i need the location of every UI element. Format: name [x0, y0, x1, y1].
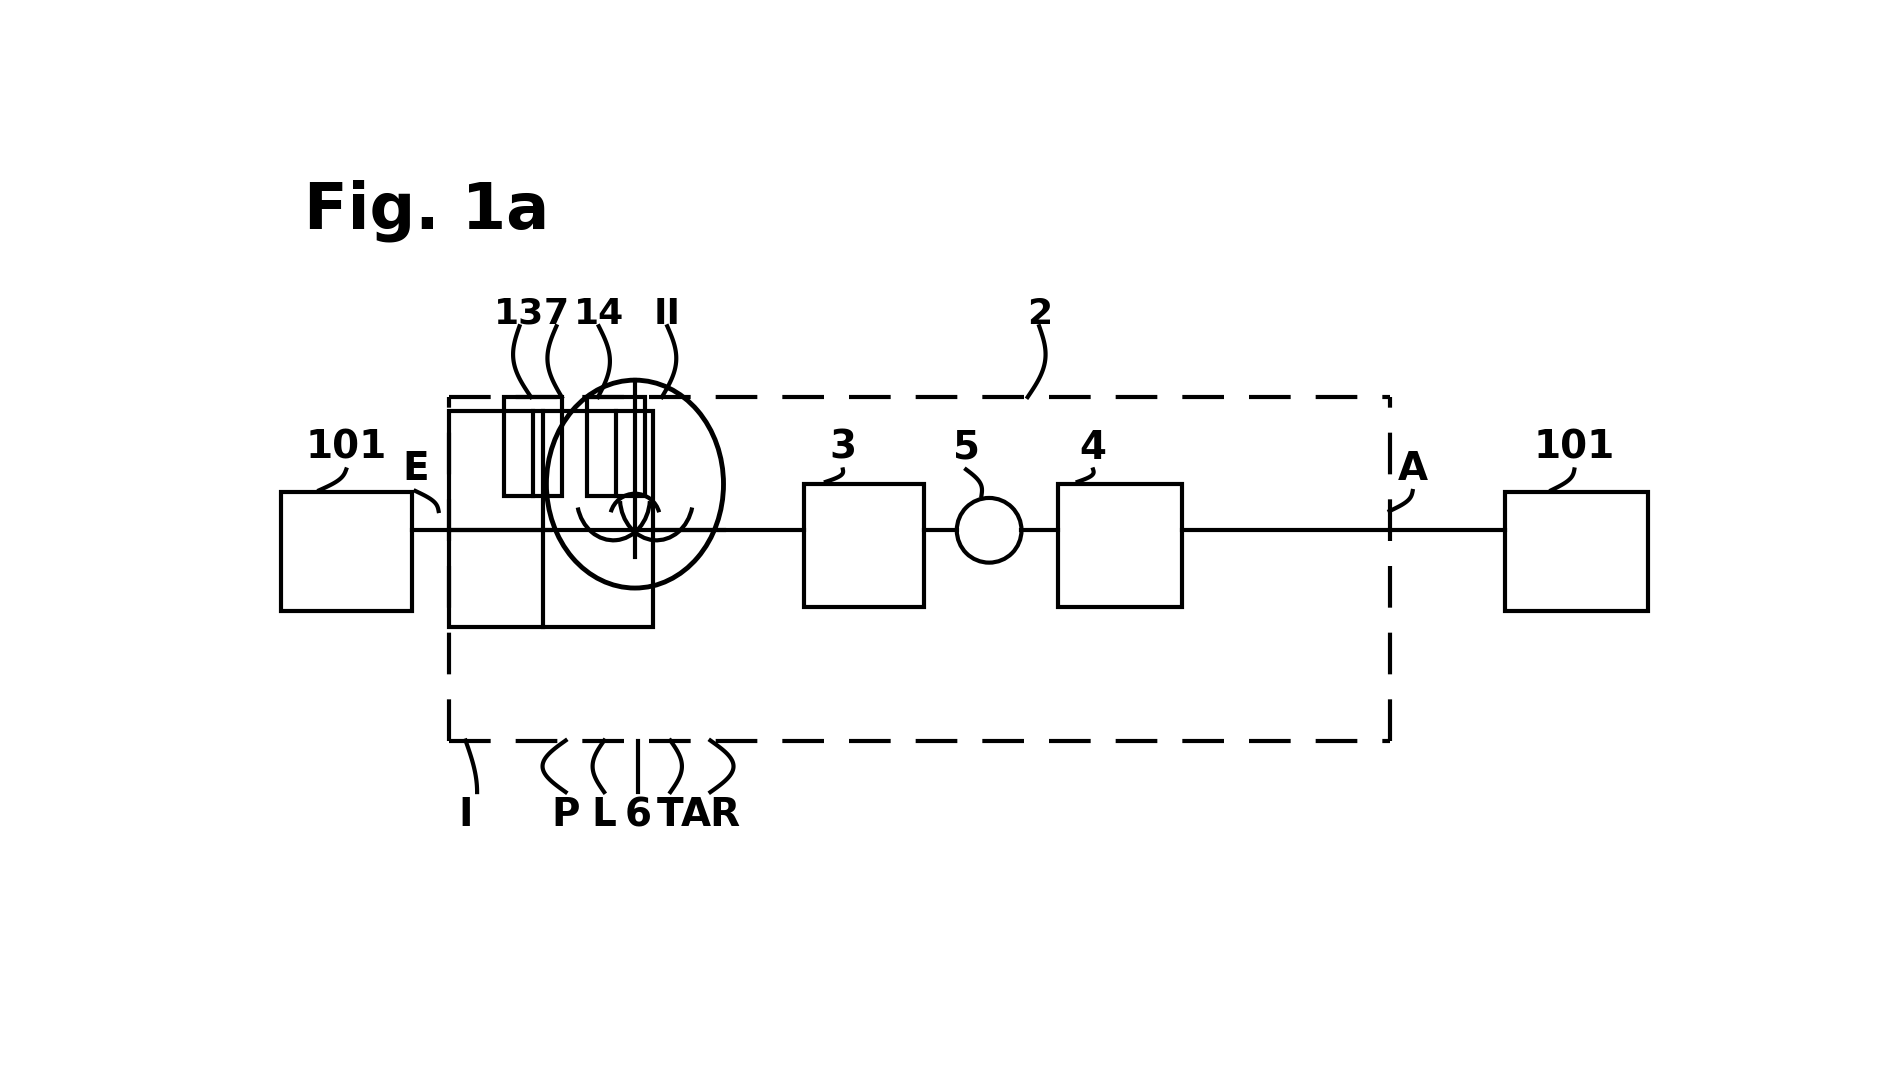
Text: 5: 5 — [952, 429, 980, 467]
Bar — [804, 484, 923, 607]
Text: 101: 101 — [306, 429, 388, 467]
Text: 6: 6 — [625, 796, 652, 834]
Text: P: P — [551, 796, 580, 834]
Text: L: L — [591, 796, 618, 834]
Bar — [1058, 484, 1182, 607]
Text: I: I — [458, 796, 473, 834]
Text: II: II — [654, 297, 680, 331]
Text: 3: 3 — [828, 429, 857, 467]
Text: 101: 101 — [1533, 429, 1615, 467]
Text: 2: 2 — [1026, 297, 1053, 331]
Text: 7: 7 — [543, 297, 568, 331]
Text: 4: 4 — [1079, 429, 1106, 467]
Text: 14: 14 — [574, 297, 623, 331]
Text: E: E — [403, 451, 429, 489]
Bar — [587, 397, 644, 496]
Text: AR: AR — [680, 796, 741, 834]
Bar — [504, 397, 562, 496]
Text: Fig. 1a: Fig. 1a — [304, 180, 549, 242]
Bar — [448, 411, 654, 626]
Text: T: T — [657, 796, 684, 834]
Text: A: A — [1398, 451, 1427, 489]
Bar — [281, 492, 412, 611]
Text: 13: 13 — [494, 297, 545, 331]
Bar — [1505, 492, 1647, 611]
